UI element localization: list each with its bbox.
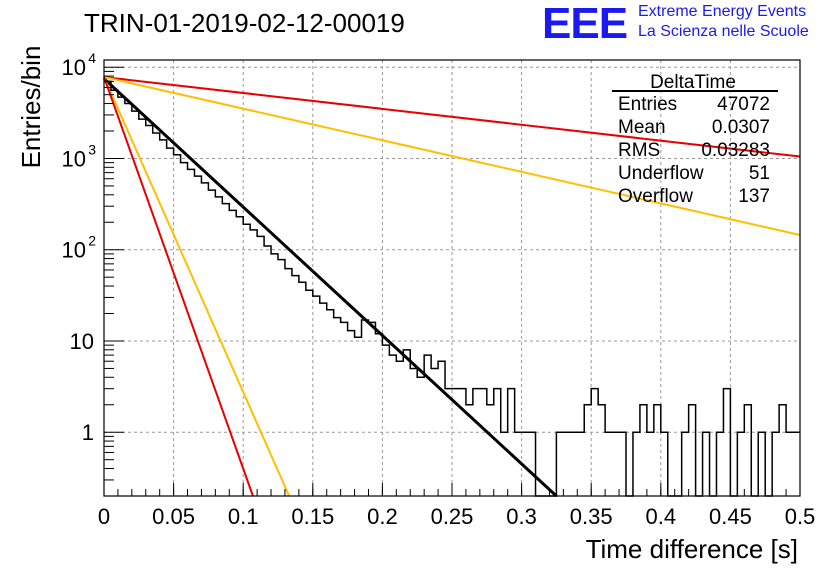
y-tick-exponent: 3 [88,141,96,157]
y-tick-exponent: 4 [88,50,96,66]
stats-label-rms: RMS [618,140,660,161]
stats-value-entries: 47072 [717,94,770,115]
x-axis-label: Time difference [s] [585,534,798,564]
stats-box-title: DeltaTime [650,72,736,93]
organization-line-2: La Scienza nelle Scuole [638,23,809,40]
stats-box: DeltaTime Entries 47072 Mean 0.0307 RMS … [612,72,778,207]
axes: 0 0.05 0.1 0.15 0.2 0.25 0.3 0.35 0.4 0.45 0.5 1 10 1… [62,50,816,529]
x-tick-label: 0.4 [646,504,677,529]
stats-label-underflow: Underflow [618,163,704,184]
x-tick-label: 0.25 [431,504,474,529]
stats-value-overflow: 137 [738,186,770,207]
y-tick-label: 10 [62,146,86,171]
x-tick-label: 0.35 [570,504,613,529]
y-tick-label: 10 [62,238,86,263]
y-tick-label: 1 [82,420,94,445]
y-tick-exponent: 2 [88,233,96,249]
stats-label-mean: Mean [618,117,666,138]
stats-label-entries: Entries [618,94,677,115]
x-tick-label: 0.05 [152,504,195,529]
eee-logo: EEE [542,0,628,48]
organization-label: Extreme Energy Events La Scienza nelle S… [638,2,809,42]
fit-line [102,77,558,498]
exponential-line [103,76,254,497]
x-tick-label: 0.15 [291,504,334,529]
plot-series [102,76,801,498]
x-tick-label: 0.5 [785,504,816,529]
x-tick-label: 0.1 [228,504,259,529]
stats-value-underflow: 51 [749,163,770,184]
exponential-line [103,76,801,236]
stats-label-overflow: Overflow [618,186,693,207]
x-tick-label: 0.45 [709,504,752,529]
stats-value-rms: 0.03283 [701,140,770,161]
chart-title: TRIN-01-2019-02-12-00019 [84,8,405,38]
x-tick-label: 0.3 [506,504,537,529]
stats-value-mean: 0.0307 [712,117,770,138]
y-tick-label: 10 [62,55,86,80]
x-tick-label: 0.2 [367,504,398,529]
organization-line-1: Extreme Energy Events [638,3,807,20]
exponential-line [103,76,801,158]
histogram-deltatime [104,80,800,497]
exponential-line [103,76,291,497]
y-tick-label: 10 [70,329,94,354]
x-tick-label: 0 [98,504,110,529]
